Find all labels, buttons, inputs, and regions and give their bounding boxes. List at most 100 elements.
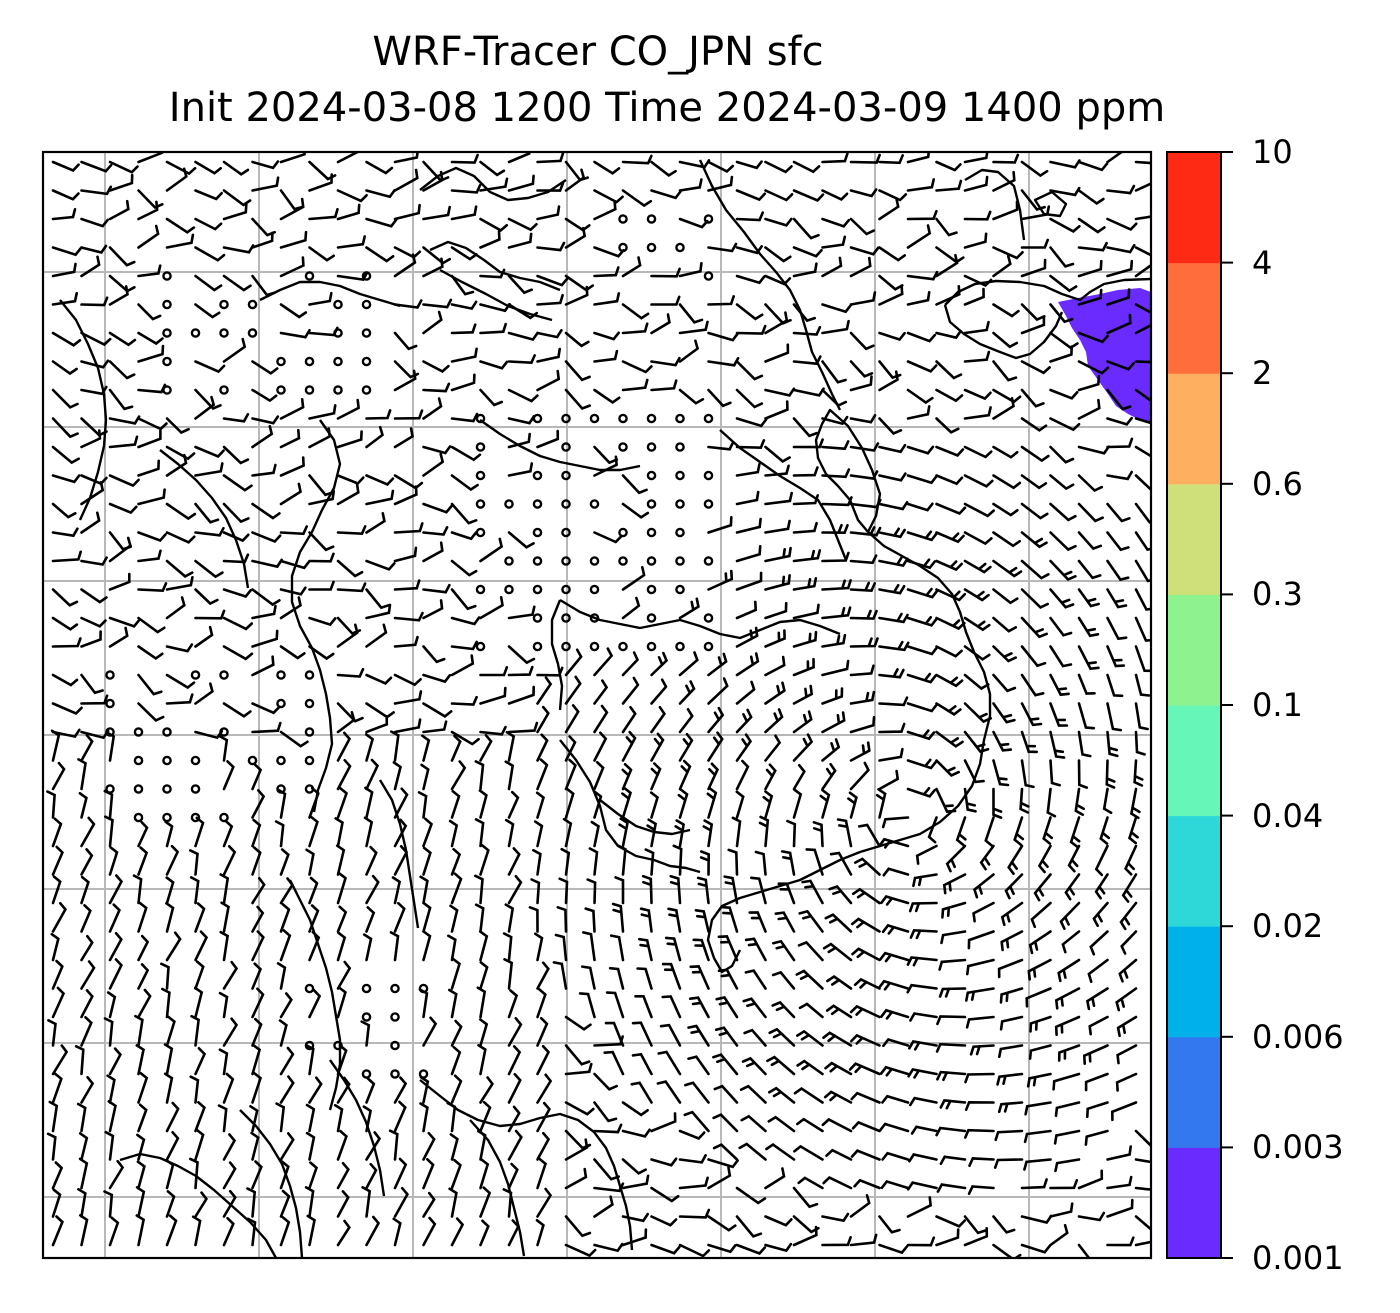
calm-wind-marker bbox=[361, 299, 372, 310]
wind-barb bbox=[136, 1160, 146, 1190]
wind-barb bbox=[678, 303, 704, 324]
wind-barb bbox=[1020, 759, 1035, 789]
wind-barb bbox=[305, 1103, 316, 1133]
wind-barb bbox=[305, 1131, 316, 1161]
wind-barb bbox=[279, 456, 305, 477]
calm-wind-marker bbox=[133, 784, 144, 794]
wind-barb bbox=[621, 566, 646, 591]
wind-barb bbox=[279, 1215, 291, 1247]
wind-barb bbox=[942, 873, 967, 895]
wind-barb bbox=[593, 1123, 623, 1134]
wind-barb bbox=[194, 559, 224, 579]
wind-barb bbox=[51, 292, 78, 306]
wind-barb bbox=[279, 929, 292, 962]
wind-barb bbox=[636, 967, 653, 990]
wind-barb bbox=[797, 940, 824, 962]
wind-barb bbox=[621, 322, 649, 335]
wind-barb bbox=[51, 360, 78, 376]
wind-barb bbox=[393, 427, 414, 449]
wind-barb bbox=[308, 326, 339, 337]
wind-barb bbox=[621, 730, 637, 762]
wind-barb bbox=[792, 466, 819, 477]
calm-wind-marker bbox=[219, 670, 229, 680]
wind-barb bbox=[393, 1100, 407, 1133]
wind-barb bbox=[935, 179, 963, 192]
wind-barb bbox=[935, 217, 958, 237]
wind-barb bbox=[536, 676, 553, 705]
calm-wind-marker bbox=[162, 271, 172, 281]
wind-barb bbox=[823, 1090, 853, 1104]
wind-barb bbox=[251, 655, 275, 677]
wind-barb bbox=[51, 637, 82, 648]
wind-barb bbox=[165, 876, 175, 905]
wind-barb bbox=[621, 1228, 648, 1247]
wind-barb bbox=[935, 445, 965, 457]
colorbar-tick-label: 0.006 bbox=[1252, 1017, 1344, 1056]
wind-barb bbox=[1061, 930, 1081, 954]
colorbar-tick-label: 10 bbox=[1252, 133, 1293, 171]
wind-barb bbox=[764, 708, 784, 734]
wind-barb bbox=[908, 1153, 938, 1163]
wind-barb bbox=[707, 295, 735, 306]
wind-barb bbox=[878, 189, 908, 202]
wind-barb bbox=[906, 1181, 938, 1191]
wind-barb bbox=[849, 741, 871, 762]
wind-barb bbox=[963, 445, 993, 459]
calm-wind-marker bbox=[390, 1069, 400, 1079]
wind-barb bbox=[536, 181, 565, 192]
wind-barb bbox=[80, 588, 108, 604]
wind-barb bbox=[393, 1157, 408, 1190]
wind-barb bbox=[935, 1215, 967, 1228]
wind-barb bbox=[764, 189, 794, 202]
wind-barb bbox=[621, 1158, 647, 1175]
wind-barb bbox=[1106, 730, 1119, 758]
wind-barb bbox=[1042, 816, 1053, 845]
calm-wind-marker bbox=[162, 755, 172, 766]
wind-barb bbox=[678, 732, 694, 762]
wind-barb bbox=[222, 1161, 237, 1190]
wind-barb bbox=[1026, 1072, 1052, 1088]
wind-barb bbox=[650, 356, 681, 367]
wind-barb bbox=[849, 246, 880, 256]
wind-barb bbox=[707, 357, 740, 367]
wind-barb bbox=[365, 489, 395, 506]
calm-wind-marker bbox=[333, 299, 343, 310]
wind-barb bbox=[80, 296, 109, 307]
wind-barb bbox=[590, 820, 600, 848]
wind-barb bbox=[564, 331, 590, 348]
colorbar-tick-label: 0.02 bbox=[1252, 907, 1324, 946]
wind-barb bbox=[51, 1161, 64, 1190]
calm-wind-marker bbox=[247, 755, 258, 766]
wind-barb bbox=[556, 906, 568, 933]
wind-barb bbox=[251, 463, 277, 477]
wind-barb bbox=[137, 702, 165, 722]
wind-barb bbox=[819, 788, 831, 819]
wind-barb bbox=[80, 160, 113, 173]
wind-barb bbox=[882, 1037, 910, 1048]
wind-barb bbox=[792, 438, 824, 449]
wind-barb bbox=[992, 153, 1020, 164]
wind-barb bbox=[1020, 189, 1046, 212]
wind-barb bbox=[336, 525, 367, 536]
wind-barb bbox=[474, 818, 485, 848]
wind-barb bbox=[251, 629, 279, 648]
wind-barb bbox=[393, 369, 417, 392]
wind-barb bbox=[851, 887, 881, 905]
wind-barb bbox=[1067, 844, 1081, 873]
wind-barb bbox=[51, 986, 66, 1019]
wind-barb bbox=[393, 485, 418, 506]
wind-barb bbox=[707, 331, 739, 342]
calm-wind-marker bbox=[561, 442, 571, 452]
wind-barb bbox=[564, 1243, 597, 1258]
wind-barb bbox=[936, 1015, 967, 1026]
wind-barb bbox=[80, 875, 90, 905]
wind-barb bbox=[51, 616, 79, 631]
wind-barb bbox=[194, 303, 221, 319]
wind-barb bbox=[879, 1065, 910, 1077]
wind-barb bbox=[222, 445, 250, 465]
map-title-line2: Init 2024-03-08 1200 Time 2024-03-09 140… bbox=[168, 85, 1166, 131]
wind-barb bbox=[564, 168, 586, 192]
wind-barb bbox=[106, 1074, 116, 1104]
wind-barb bbox=[222, 702, 252, 718]
wind-barb bbox=[251, 588, 281, 607]
